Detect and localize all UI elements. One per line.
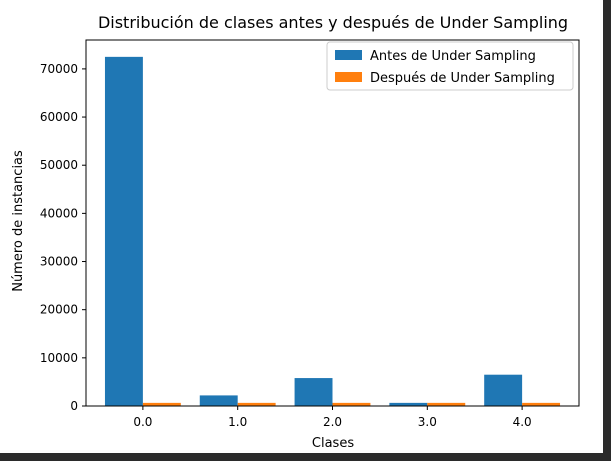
axes-frame [85, 39, 580, 407]
x-tick-label: 4.0 [513, 415, 532, 429]
legend-swatch [335, 50, 362, 60]
bar-after-1.0 [237, 402, 276, 406]
y-tick-label: 10000 [40, 351, 78, 365]
y-tick-label: 30000 [40, 255, 78, 269]
legend-box [326, 41, 574, 91]
y-tick-label: 60000 [40, 110, 78, 124]
legend-swatch [335, 72, 362, 82]
y-tick-label: 70000 [40, 62, 78, 76]
y-tick-label: 40000 [40, 206, 78, 220]
bar-before-2.0 [294, 378, 333, 406]
bar-before-1.0 [199, 395, 238, 406]
legend-label: Después de Under Sampling [370, 71, 555, 86]
bar-after-2.0 [332, 402, 371, 406]
plot-area: 0 10000 20000 30000 40000 50000 60000 70000 0.0 1… [40, 39, 580, 429]
y-tick-label: 20000 [40, 303, 78, 317]
bar-chart: Distribución de clases antes y después d… [11, 13, 580, 451]
legend-label: Antes de Under Sampling [370, 49, 536, 64]
x-tick-label: 1.0 [228, 415, 247, 429]
y-axis-label: Número de instancias [11, 150, 26, 292]
y-tick-label: 0 [70, 399, 78, 413]
legend: Antes de Under Sampling Después de Under … [326, 41, 574, 91]
x-tick-label: 2.0 [323, 415, 342, 429]
bar-after-0.0 [142, 402, 181, 406]
bar-after-4.0 [522, 402, 561, 406]
x-axis-label: Clases [312, 436, 354, 451]
bar-before-4.0 [484, 374, 523, 406]
bar-before-3.0 [389, 402, 428, 406]
chart-title: Distribución de clases antes y después d… [98, 13, 568, 32]
x-tick-label: 3.0 [418, 415, 437, 429]
figure: Distribución de clases antes y después d… [0, 0, 603, 453]
x-tick-label: 0.0 [133, 415, 152, 429]
y-tick-label: 50000 [40, 158, 78, 172]
bar-before-0.0 [104, 56, 143, 407]
bar-after-3.0 [427, 402, 466, 406]
